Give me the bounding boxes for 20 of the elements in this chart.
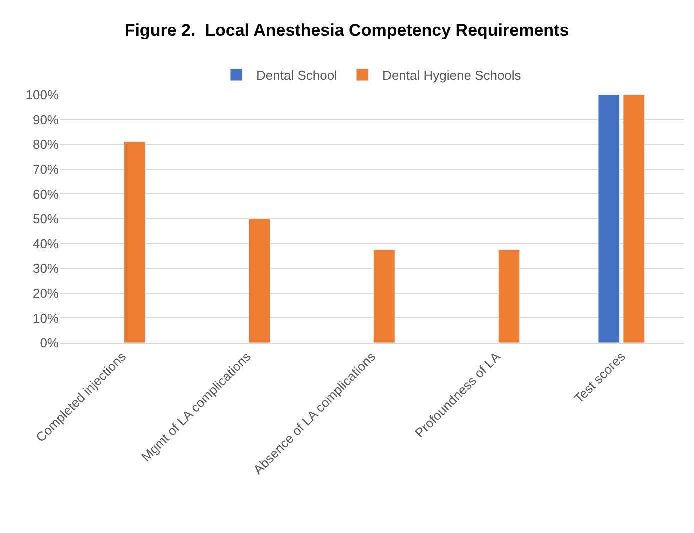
y-tick-label: 60% xyxy=(32,186,60,202)
legend-label: Dental School xyxy=(256,68,338,84)
legend-label: Dental Hygiene Schools xyxy=(382,68,522,84)
y-tick-label: 50% xyxy=(32,212,60,227)
bar xyxy=(374,250,396,343)
y-tick-label: 10% xyxy=(32,310,60,326)
y-tick-label: 30% xyxy=(32,261,60,276)
bar xyxy=(124,142,146,343)
y-tick-label: 100% xyxy=(26,88,60,103)
y-tick-label: 20% xyxy=(32,286,60,301)
y-tick-label: 0% xyxy=(40,336,60,351)
chart-title: Figure 2. Local Anesthesia Competency Requirements xyxy=(124,20,570,40)
y-tick-label: 70% xyxy=(32,162,60,177)
bar xyxy=(623,95,645,343)
bar xyxy=(248,218,271,343)
bar xyxy=(598,95,620,343)
y-tick-label: 80% xyxy=(32,137,60,152)
y-tick-label: 40% xyxy=(32,236,60,252)
y-tick-label: 90% xyxy=(32,112,60,128)
bar xyxy=(498,250,520,343)
